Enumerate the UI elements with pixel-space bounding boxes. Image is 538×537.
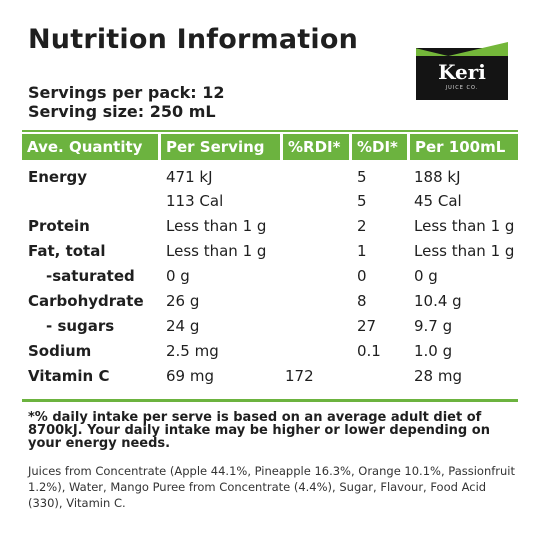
per-serving-value: 69 mg <box>166 367 214 385</box>
di-value: 2 <box>357 217 367 235</box>
row-label: Vitamin C <box>28 367 110 385</box>
per-100ml-value: 45 Cal <box>414 192 462 210</box>
di-value: 0.1 <box>357 342 381 360</box>
table-row: Carbohydrate 26 g 8 10.4 g <box>0 290 538 312</box>
row-label: Energy <box>28 168 88 186</box>
di-value: 0 <box>357 267 367 285</box>
per-serving-value: 2.5 mg <box>166 342 219 360</box>
row-label: Carbohydrate <box>28 292 144 310</box>
row-label: Fat, total <box>28 242 106 260</box>
per-serving-value: 471 kJ <box>166 168 213 186</box>
table-row: Fat, total Less than 1 g 1 Less than 1 g <box>0 240 538 262</box>
per-100ml-value: Less than 1 g <box>414 242 515 260</box>
page-title: Nutrition Information <box>28 24 358 55</box>
servings-per-pack: Servings per pack: 12 <box>28 83 225 102</box>
per-100ml-value: 1.0 g <box>414 342 453 360</box>
table-row: Sodium 2.5 mg 0.1 1.0 g <box>0 340 538 362</box>
per-100ml-value: 9.7 g <box>414 317 453 335</box>
per-serving-value: Less than 1 g <box>166 217 267 235</box>
header-rdi: %RDI* <box>283 134 349 160</box>
per-100ml-value: Less than 1 g <box>414 217 515 235</box>
table-row: -saturated 0 g 0 0 g <box>0 265 538 287</box>
di-value: 27 <box>357 317 377 335</box>
per-100ml-value: 188 kJ <box>414 168 461 186</box>
per-serving-value: 113 Cal <box>166 192 224 210</box>
table-row: Vitamin C 69 mg 172 28 mg <box>0 365 538 387</box>
row-label: Sodium <box>28 342 92 360</box>
table-row: Energy 471 kJ 5 188 kJ <box>0 166 538 188</box>
per-100ml-value: 0 g <box>414 267 438 285</box>
per-serving-value: 0 g <box>166 267 190 285</box>
brand-logo: Keri JUICE CO. <box>416 42 512 100</box>
di-value: 8 <box>357 292 367 310</box>
rdi-value: 172 <box>285 367 314 385</box>
di-value: 5 <box>357 192 367 210</box>
row-label: -saturated <box>46 267 135 285</box>
logo-sub-text: JUICE CO. <box>445 85 479 91</box>
logo-background <box>416 48 508 100</box>
table-row: 113 Cal 5 45 Cal <box>0 190 538 212</box>
header-per-serving: Per Serving <box>161 134 280 160</box>
per-serving-value: 24 g <box>166 317 200 335</box>
per-serving-value: 26 g <box>166 292 200 310</box>
header-per-100ml: Per 100mL <box>410 134 518 160</box>
bottom-divider <box>22 399 518 402</box>
header-di: %DI* <box>352 134 407 160</box>
row-label: - sugars <box>46 317 115 335</box>
per-100ml-value: 28 mg <box>414 367 462 385</box>
logo-brand-text: Keri <box>438 60 486 84</box>
header-ave-quantity: Ave. Quantity <box>22 134 158 160</box>
ingredients-list: Juices from Concentrate (Apple 44.1%, Pi… <box>28 464 516 510</box>
daily-intake-footnote: *% daily intake per serve is based on an… <box>28 410 490 451</box>
serving-size: Serving size: 250 mL <box>28 102 216 121</box>
table-row: Protein Less than 1 g 2 Less than 1 g <box>0 215 538 237</box>
di-value: 5 <box>357 168 367 186</box>
top-divider <box>22 130 518 132</box>
per-serving-value: Less than 1 g <box>166 242 267 260</box>
row-label: Protein <box>28 217 90 235</box>
per-100ml-value: 10.4 g <box>414 292 462 310</box>
di-value: 1 <box>357 242 367 260</box>
table-row: - sugars 24 g 27 9.7 g <box>0 315 538 337</box>
